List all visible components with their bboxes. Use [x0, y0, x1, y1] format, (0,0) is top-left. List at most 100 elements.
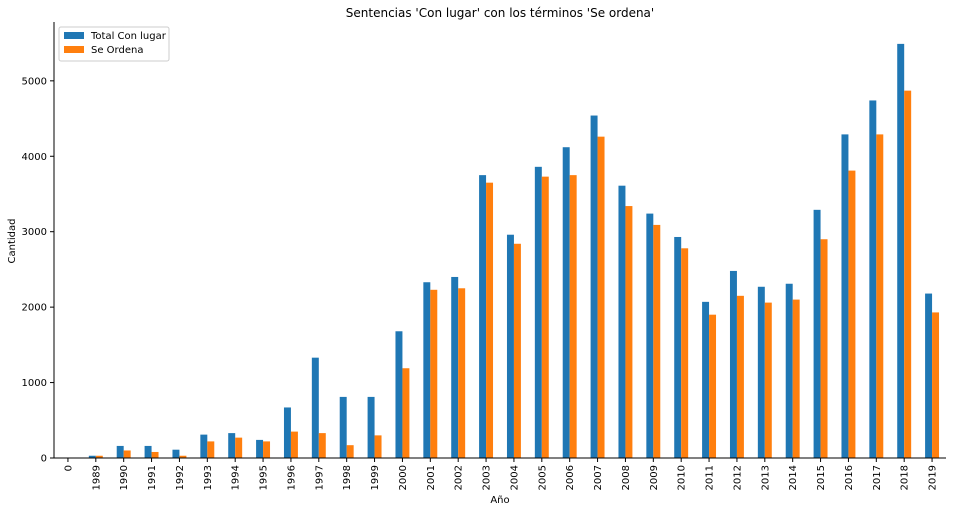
bar-total-2018	[897, 43, 905, 458]
bar-ordena-1991	[151, 451, 159, 458]
bar-ordena-2007	[597, 136, 605, 458]
x-tick-label-1996: 1996	[286, 465, 297, 490]
bar-total-2014	[785, 283, 793, 458]
x-tick-label-1997: 1997	[314, 465, 325, 490]
bar-ordena-1996	[290, 431, 298, 458]
bar-ordena-1989	[95, 455, 103, 458]
x-tick-label-1991: 1991	[147, 465, 158, 490]
y-tick-label-2000: 2000	[22, 303, 47, 314]
bar-ordena-2003	[486, 182, 494, 459]
bar-ordena-2001	[430, 289, 438, 458]
x-tick-label-2016: 2016	[844, 465, 855, 490]
x-tick-label-1998: 1998	[342, 465, 353, 490]
bar-total-2019	[925, 293, 933, 458]
bar-ordena-2004	[513, 243, 521, 458]
x-tick-label-2019: 2019	[928, 465, 939, 490]
x-tick-label-2001: 2001	[426, 465, 437, 490]
bar-total-2001	[423, 282, 431, 458]
legend-label-ordena: Se Ordena	[91, 45, 143, 56]
y-axis-title: Cantidad	[7, 219, 18, 264]
bar-ordena-2009	[653, 224, 661, 458]
bar-ordena-1990	[123, 450, 131, 458]
bar-total-2016	[841, 134, 849, 458]
x-tick-label-1999: 1999	[370, 465, 381, 490]
bar-ordena-2000	[402, 368, 410, 458]
x-tick-label-2017: 2017	[872, 465, 883, 490]
axes-group	[53, 22, 946, 459]
legend: Total Con lugar Se Ordena	[58, 26, 170, 62]
x-tick-label-1989: 1989	[91, 465, 102, 490]
x-tick-label-1992: 1992	[175, 465, 186, 490]
y-tick-label-1000: 1000	[22, 378, 47, 389]
bar-total-2009	[646, 213, 654, 458]
bar-total-1998	[339, 396, 347, 458]
bar-total-2008	[618, 185, 626, 458]
bar-total-1996	[283, 407, 291, 458]
bar-total-2015	[813, 209, 821, 458]
bar-ordena-2010	[681, 248, 689, 458]
y-tick-label-0: 0	[41, 454, 47, 465]
bar-ordena-2011	[709, 314, 717, 458]
x-tick-label-1990: 1990	[119, 465, 130, 490]
x-tick-label-0: 0	[63, 465, 74, 471]
chart-title: Sentencias 'Con lugar' con los términos …	[346, 6, 654, 20]
bar-total-1997	[311, 357, 319, 458]
bar-ordena-2012	[736, 295, 744, 458]
x-tick-label-2018: 2018	[900, 465, 911, 490]
bar-ordena-2008	[625, 206, 633, 458]
bar-total-2007	[590, 115, 598, 458]
x-tick-label-2012: 2012	[732, 465, 743, 490]
x-tick-label-1994: 1994	[231, 465, 242, 490]
bar-total-1993	[200, 434, 208, 458]
x-tick-label-2003: 2003	[482, 465, 493, 490]
y-tick-label-5000: 5000	[22, 76, 47, 87]
x-tick-label-2013: 2013	[760, 465, 771, 490]
bar-total-1999	[367, 396, 375, 458]
x-tick-label-2007: 2007	[593, 465, 604, 490]
legend-swatch-total	[64, 32, 84, 39]
bar-total-2017	[869, 100, 877, 458]
bar-total-1990	[116, 445, 124, 458]
x-tick-label-2015: 2015	[816, 465, 827, 490]
bar-ordena-2014	[792, 299, 800, 458]
x-tick-label-1993: 1993	[203, 465, 214, 490]
bars-group	[88, 43, 940, 459]
bar-ordena-2017	[876, 134, 884, 458]
bar-ordena-2002	[458, 288, 466, 458]
bar-total-2003	[479, 175, 487, 458]
bar-total-2000	[395, 331, 403, 458]
bar-ordena-1992	[179, 455, 187, 458]
bar-total-2002	[451, 276, 459, 458]
bar-ordena-1993	[207, 441, 215, 458]
bar-total-2011	[702, 301, 710, 458]
legend-box	[58, 26, 170, 62]
bar-total-2012	[729, 270, 737, 458]
x-tick-label-1995: 1995	[259, 465, 270, 490]
y-tick-label-4000: 4000	[22, 152, 47, 163]
bar-ordena-2018	[904, 90, 912, 458]
bar-total-1992	[172, 449, 180, 458]
bar-total-1989	[88, 455, 96, 458]
x-tick-label-2005: 2005	[537, 465, 548, 490]
bar-total-1995	[256, 439, 264, 458]
bar-total-2013	[757, 286, 765, 458]
x-tick-label-2000: 2000	[398, 465, 409, 490]
x-tick-label-2009: 2009	[649, 465, 660, 490]
bar-ordena-1997	[318, 433, 326, 458]
bar-ordena-2015	[820, 239, 828, 458]
x-tick-label-2008: 2008	[621, 465, 632, 490]
x-axis-title: Año	[490, 495, 509, 506]
x-tick-label-2004: 2004	[509, 465, 520, 490]
bar-ordena-2006	[569, 175, 577, 458]
x-tick-label-2014: 2014	[788, 465, 799, 490]
legend-swatch-ordena	[64, 46, 84, 53]
x-tick-label-2011: 2011	[705, 465, 716, 490]
bar-ordena-2019	[932, 312, 940, 458]
bar-ordena-2016	[848, 170, 856, 458]
bar-ordena-1995	[263, 441, 271, 458]
x-ticks-group: 0 1989 1990 1991 1992 1993 1994 1995 1996 1997 199…	[63, 458, 939, 490]
bar-total-2010	[674, 236, 682, 458]
y-tick-label-3000: 3000	[22, 227, 47, 238]
